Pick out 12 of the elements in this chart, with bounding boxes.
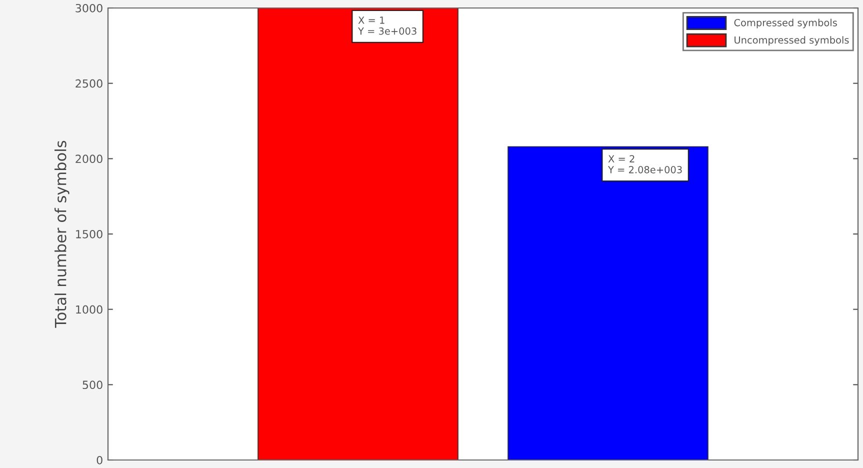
y-tick-label: 0	[96, 456, 102, 464]
legend-label: Compressed symbols	[734, 18, 837, 28]
annotation: X = 2 Y = 2.08e+003	[608, 155, 682, 174]
y-tick-label: 500	[82, 380, 102, 390]
y-tick-label: 1000	[76, 305, 102, 314]
y-tick-label: 1500	[76, 230, 102, 238]
y-tick-label: 2500	[76, 79, 102, 88]
legend-label: Uncompressed symbols	[734, 36, 849, 46]
y-axis-title: Total number of symbols	[54, 140, 70, 328]
annotation: X = 1 Y = 3e+003	[358, 16, 416, 35]
y-tick-label: 2000	[76, 154, 102, 164]
y-tick-label: 3000	[76, 4, 102, 12]
